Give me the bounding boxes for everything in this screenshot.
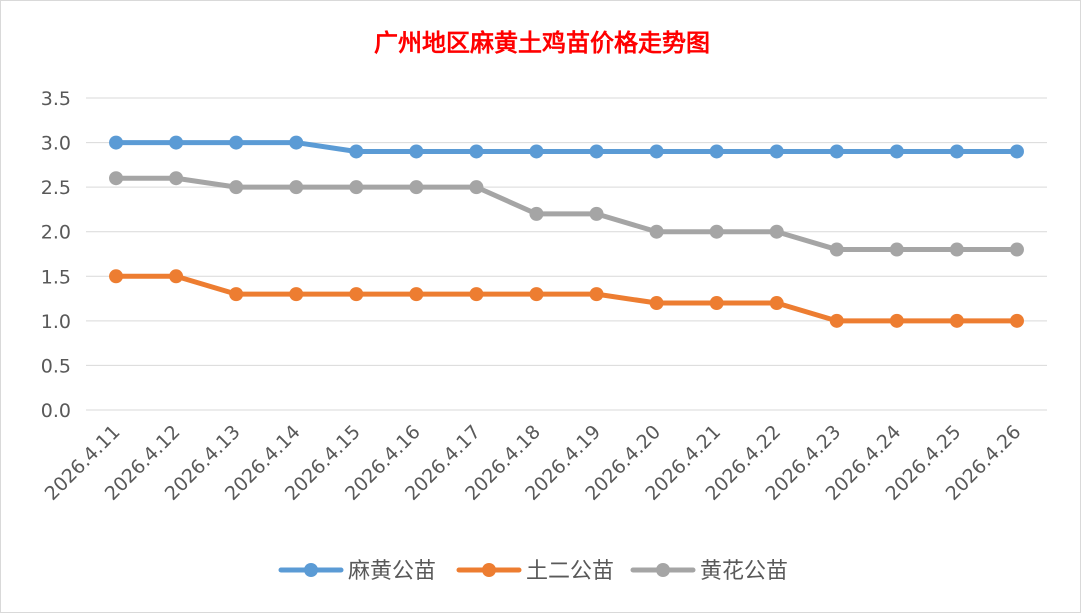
data-point	[529, 144, 544, 159]
y-tick-label: 2.5	[41, 177, 71, 199]
data-point	[1009, 313, 1024, 328]
data-point	[889, 242, 904, 257]
series-line	[113, 140, 1020, 154]
data-point	[889, 144, 904, 159]
y-tick-label: 1.0	[41, 311, 71, 333]
data-point	[589, 144, 604, 159]
y-tick-label: 1.5	[41, 266, 71, 288]
data-point	[769, 296, 784, 311]
x-axis-ticks: 2026.4.112026.4.122026.4.132026.4.142026…	[41, 421, 1026, 505]
data-point	[589, 287, 604, 302]
legend-swatch-marker	[482, 563, 496, 577]
data-point	[409, 144, 424, 159]
legend-item: 麻黄公苗	[278, 559, 436, 584]
data-point	[229, 180, 244, 195]
series-1	[109, 135, 1024, 159]
data-point	[1009, 242, 1024, 257]
data-point	[949, 313, 964, 328]
data-point	[229, 287, 244, 302]
legend: 麻黄公苗 土二公苗 黄花公苗	[278, 559, 788, 584]
data-point	[709, 296, 724, 311]
data-point	[589, 206, 604, 221]
chart-title: 广州地区麻黄土鸡苗价格走势图	[374, 28, 710, 57]
y-tick-label: 0.0	[41, 400, 71, 422]
data-point	[949, 242, 964, 257]
data-point	[1009, 144, 1024, 159]
data-point	[169, 135, 184, 150]
series-3	[109, 171, 1024, 257]
data-point	[469, 144, 484, 159]
data-point	[109, 135, 124, 150]
data-point	[229, 135, 244, 150]
data-point	[409, 287, 424, 302]
legend-item: 土二公苗	[456, 559, 614, 584]
series-line	[113, 273, 1020, 324]
data-point	[109, 269, 124, 284]
legend-swatch-marker	[656, 563, 670, 577]
data-point	[709, 144, 724, 159]
legend-label: 土二公苗	[526, 559, 614, 584]
data-point	[469, 287, 484, 302]
data-point	[469, 180, 484, 195]
legend-swatch-marker	[304, 563, 318, 577]
data-point	[829, 313, 844, 328]
data-point	[829, 144, 844, 159]
series-lines	[109, 135, 1024, 328]
legend-label: 黄花公苗	[700, 559, 788, 584]
data-point	[529, 206, 544, 221]
data-point	[709, 224, 724, 239]
data-point	[349, 144, 364, 159]
data-point	[649, 296, 664, 311]
data-point	[769, 144, 784, 159]
data-point	[169, 171, 184, 186]
data-point	[889, 313, 904, 328]
data-point	[769, 224, 784, 239]
data-point	[529, 287, 544, 302]
data-point	[349, 180, 364, 195]
data-point	[289, 180, 304, 195]
data-point	[649, 144, 664, 159]
y-tick-label: 3.0	[41, 133, 71, 155]
data-point	[289, 135, 304, 150]
y-tick-label: 2.0	[41, 222, 71, 244]
data-point	[349, 287, 364, 302]
data-point	[109, 171, 124, 186]
data-point	[409, 180, 424, 195]
data-point	[949, 144, 964, 159]
y-axis-ticks: 0.0 0.5 1.0 1.5 2.0 2.5 3.0 3.5	[41, 88, 71, 422]
series-line	[113, 175, 1020, 253]
data-point	[829, 242, 844, 257]
y-tick-label: 3.5	[41, 88, 71, 110]
data-point	[169, 269, 184, 284]
legend-item: 黄花公苗	[630, 559, 788, 584]
data-point	[649, 224, 664, 239]
data-point	[289, 287, 304, 302]
series-2	[109, 269, 1024, 328]
y-tick-label: 0.5	[41, 355, 71, 377]
legend-label: 麻黄公苗	[348, 559, 436, 584]
